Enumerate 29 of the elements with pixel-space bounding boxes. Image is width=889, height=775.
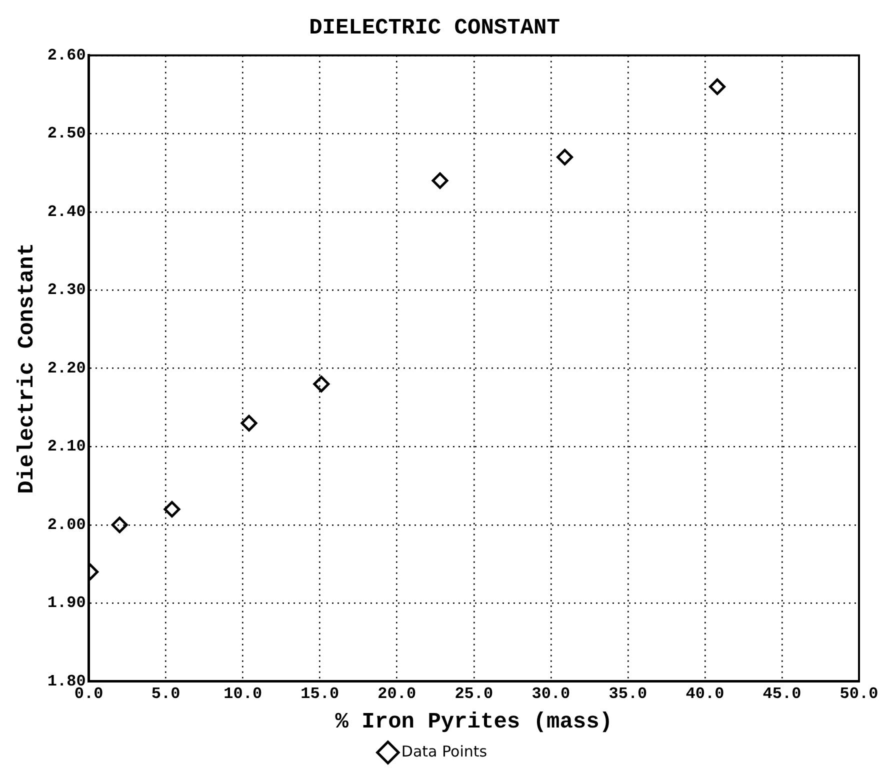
x-tick-label: 20.0	[378, 685, 416, 704]
y-tick-label: 2.20	[47, 359, 86, 378]
point	[240, 414, 258, 432]
x-tick-label: 5.0	[151, 685, 180, 704]
x-tick-label: 40.0	[686, 685, 724, 704]
x-axis-title: % Iron Pyrites (mass)	[335, 709, 613, 734]
legend-label: Data Points	[401, 742, 488, 760]
y-tick-label: 2.40	[47, 202, 86, 221]
x-tick-label: 15.0	[300, 685, 340, 704]
chart-title: DIELECTRIC CONSTANT	[309, 16, 560, 41]
y-tick-label: 2.30	[47, 281, 86, 300]
point	[556, 148, 574, 166]
y-axis-title: Dielectric Constant	[14, 242, 40, 494]
point	[164, 501, 180, 518]
x-tick-label: 45.0	[762, 685, 802, 704]
y-tick-label: 2.60	[47, 46, 86, 64]
point	[111, 516, 128, 534]
y-tick-label: 2.00	[47, 516, 86, 534]
y-tick-label: 2.50	[47, 124, 86, 143]
point	[709, 78, 726, 95]
point	[313, 376, 330, 392]
x-tick-label: 10.0	[224, 685, 262, 704]
point	[432, 172, 448, 189]
y-tick-label: 1.90	[47, 594, 86, 612]
x-tick-label: 35.0	[608, 685, 648, 704]
x-tick-label: 25.0	[454, 685, 494, 704]
x-tick-label: 50.0	[840, 685, 878, 704]
x-tick-label: 30.0	[532, 685, 570, 704]
y-tick-label: 2.10	[47, 438, 86, 456]
